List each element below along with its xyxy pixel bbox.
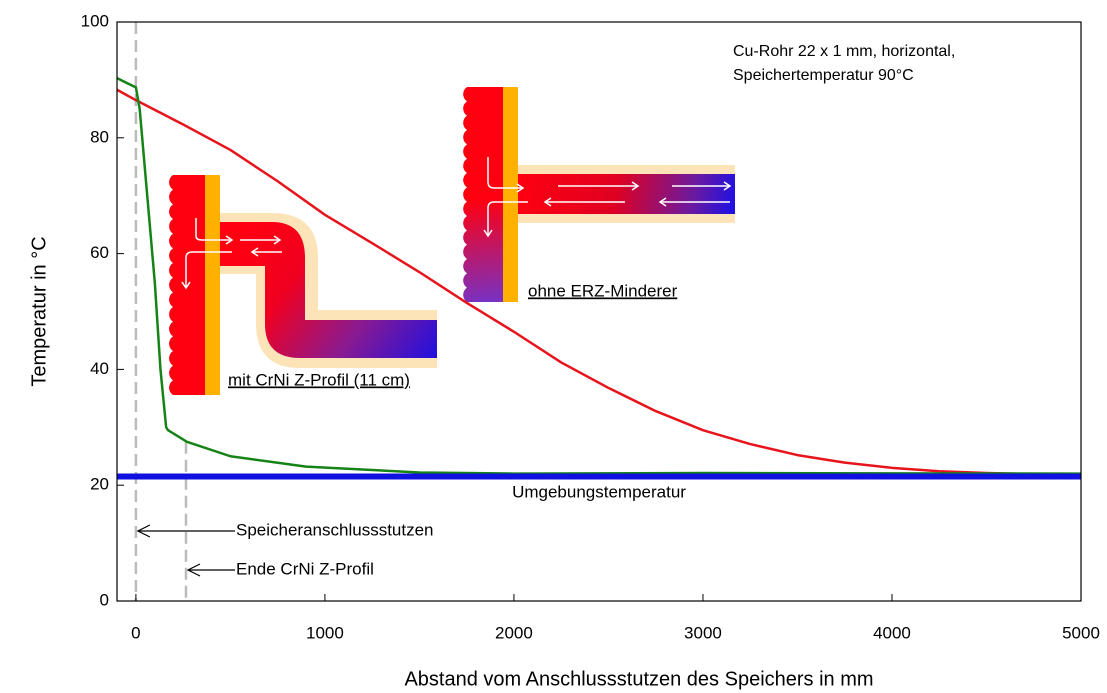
wall — [169, 175, 205, 395]
x-axis-label: Abstand vom Anschlussstutzen des Speiche… — [404, 668, 873, 690]
inset-no-reducer — [463, 87, 735, 302]
x-tick-label: 1000 — [306, 623, 344, 642]
series-line — [116, 88, 1082, 477]
marker-label: Ende CrNi Z-Profil — [236, 559, 374, 578]
inset-z-profile — [169, 175, 437, 395]
y-tick-label: 60 — [90, 243, 109, 262]
series-label: mit CrNi Z-Profil (11 cm) — [228, 370, 410, 389]
series-line — [116, 77, 1082, 475]
y-tick-label: 40 — [90, 359, 109, 378]
x-tick-label: 3000 — [684, 623, 722, 642]
x-tick-label: 4000 — [873, 623, 911, 642]
marker-arrow-head — [136, 524, 151, 538]
x-tick-label: 5000 — [1062, 623, 1100, 642]
y-axis-label: Temperatur in °C — [28, 236, 50, 386]
y-tick-label: 20 — [90, 475, 109, 494]
note: Cu-Rohr 22 x 1 mm, horizontal, — [733, 43, 955, 60]
marker-arrow-head — [186, 563, 201, 577]
note: Speichertemperatur 90°C — [733, 67, 914, 84]
x-tick-label: 2000 — [495, 623, 533, 642]
plot-frame — [116, 21, 1082, 602]
wall — [463, 87, 503, 302]
y-tick-label: 0 — [100, 590, 109, 609]
x-tick-label: 0 — [131, 623, 140, 642]
marker-label: Speicheranschlussstutzen — [236, 520, 434, 539]
y-tick-label: 100 — [81, 11, 109, 30]
series-label: ohne ERZ-Minderer — [528, 281, 678, 300]
y-tick-label: 80 — [90, 127, 109, 146]
series-label: Umgebungstemperatur — [512, 482, 686, 501]
